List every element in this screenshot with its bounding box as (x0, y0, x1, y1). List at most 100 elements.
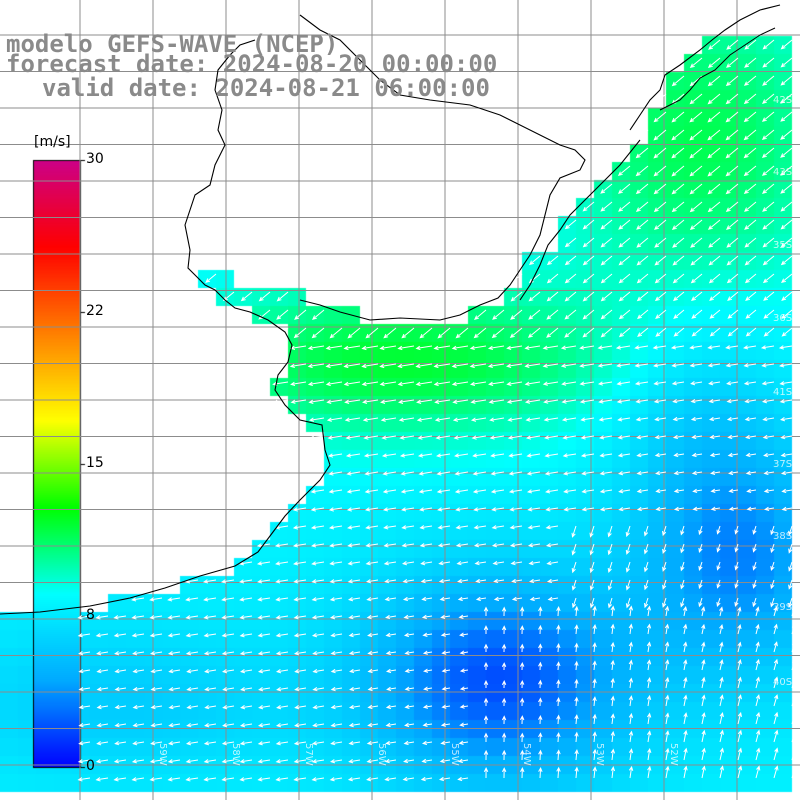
wind-arrow (726, 416, 739, 422)
wind-arrow (734, 543, 739, 553)
wind-arrow (258, 291, 271, 302)
wind-arrow (501, 643, 507, 653)
wind-arrow (403, 614, 415, 620)
wind-arrow (664, 659, 670, 671)
wind-arrow (150, 686, 163, 692)
wind-arrow (607, 579, 613, 591)
wind-arrow (96, 668, 109, 674)
wind-arrow (691, 470, 703, 476)
wind-arrow (635, 129, 649, 141)
wind-arrow (628, 695, 634, 707)
wind-arrow (203, 741, 217, 746)
model-title: modelo GEFS-WAVE (NCEP) (6, 30, 339, 58)
wind-arrow (385, 650, 397, 656)
wind-arrow (662, 525, 667, 537)
wind-arrow (257, 651, 271, 656)
wind-arrow (397, 345, 415, 351)
wind-arrow (362, 399, 379, 404)
wind-arrow (438, 560, 451, 566)
wind-arrow (325, 345, 343, 351)
wind-arrow (528, 560, 541, 566)
wind-arrow (791, 605, 796, 617)
wind-arrow (493, 578, 505, 584)
wind-arrow (618, 255, 631, 266)
wind-arrow (545, 507, 559, 512)
wind-arrow (491, 525, 505, 530)
wind-arrow (472, 453, 487, 458)
wind-arrow (275, 777, 289, 782)
wind-arrow (257, 668, 271, 674)
wind-arrow (501, 749, 507, 761)
wind-arrow (222, 291, 235, 302)
wind-arrow (781, 488, 793, 494)
wind-arrow (459, 632, 469, 637)
wind-arrow (618, 237, 631, 248)
wind-arrow (545, 489, 559, 494)
wind-arrow (312, 722, 325, 728)
wind-arrow (203, 597, 217, 602)
wind-arrow (328, 471, 343, 476)
wind-arrow (691, 291, 703, 302)
wind-arrow (763, 470, 775, 476)
wind-arrow (366, 614, 379, 620)
wind-arrow (647, 747, 652, 761)
wind-arrow (574, 731, 579, 743)
wind-arrow (384, 596, 397, 602)
wind-arrow (420, 560, 433, 566)
wind-arrow (344, 417, 361, 422)
wind-arrow (600, 183, 613, 194)
wind-arrow (507, 417, 523, 422)
wind-arrow (204, 722, 217, 728)
wind-arrow (415, 345, 433, 351)
wind-arrow (472, 489, 487, 494)
wind-arrow (791, 711, 797, 725)
wind-arrow (670, 345, 685, 350)
wind-arrow (538, 624, 543, 635)
wind-arrow (483, 767, 489, 779)
wind-arrow (636, 291, 649, 302)
wind-arrow (385, 632, 397, 638)
wind-arrow (489, 417, 505, 422)
wind-arrow (239, 741, 253, 746)
wind-arrow (114, 650, 127, 656)
wind-arrow (275, 597, 289, 602)
wind-arrow (542, 345, 559, 350)
wind-arrow (345, 435, 361, 440)
wind-arrow (221, 597, 235, 602)
wind-arrow (564, 219, 577, 230)
wind-arrow (452, 399, 469, 404)
wind-arrow (367, 704, 379, 710)
wind-arrow (185, 615, 199, 620)
wind-arrow (580, 417, 595, 422)
wind-arrow (725, 183, 739, 195)
wind-arrow (276, 686, 289, 692)
wind-arrow (364, 507, 379, 512)
wind-arrow (186, 668, 199, 674)
wind-arrow (346, 507, 361, 512)
wind-arrow (257, 777, 271, 782)
wind-arrow (455, 327, 469, 339)
wind-arrow (529, 578, 541, 584)
wind-arrow (610, 641, 615, 653)
wind-arrow (655, 488, 667, 494)
wind-arrow (780, 452, 793, 458)
wind-arrow (788, 543, 793, 554)
wind-arrow (582, 201, 595, 212)
wind-arrow (546, 291, 559, 302)
wind-arrow (95, 759, 109, 764)
wind-arrow (600, 255, 613, 266)
wind-arrow (707, 201, 721, 213)
wind-arrow (168, 668, 181, 674)
wind-arrow (420, 776, 433, 782)
wind-arrow (311, 615, 325, 620)
wind-arrow (275, 615, 289, 620)
wind-arrow (655, 506, 667, 512)
lat-label-39s: 39S (773, 602, 793, 613)
wind-arrow (114, 740, 127, 746)
wind-arrow (780, 165, 793, 176)
wind-arrow (582, 291, 595, 302)
wind-arrow (543, 417, 559, 422)
wind-arrow (113, 759, 127, 764)
wind-arrow (600, 219, 613, 230)
wind-arrow (491, 327, 505, 339)
